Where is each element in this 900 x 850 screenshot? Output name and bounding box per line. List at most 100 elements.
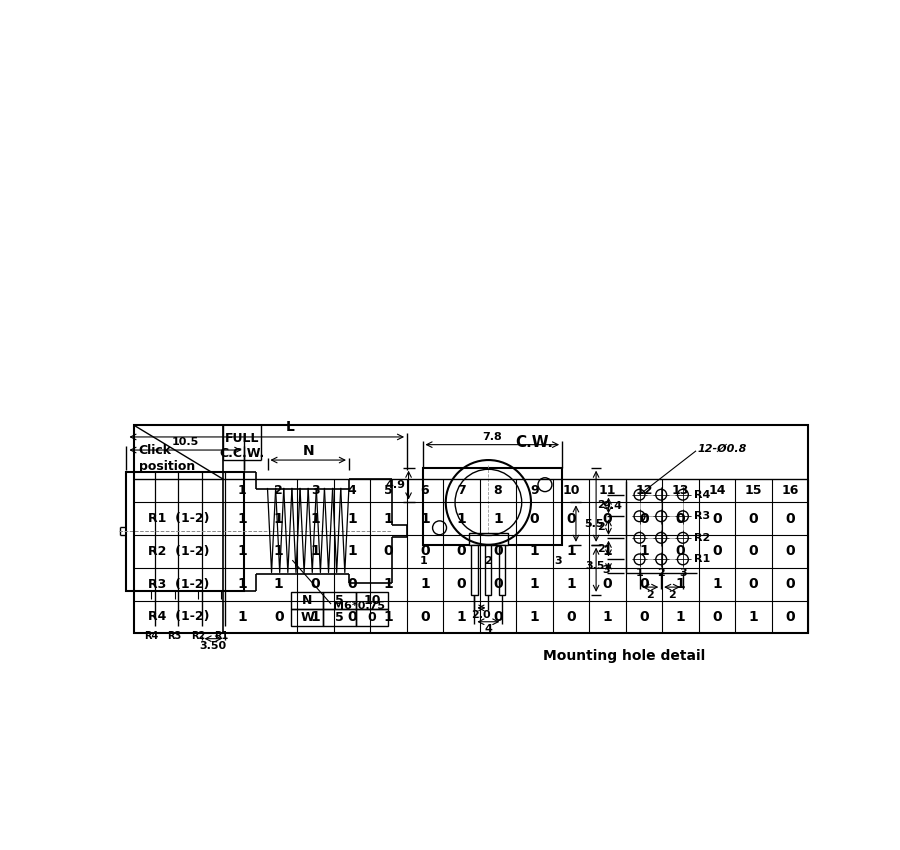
Text: 14: 14 (708, 484, 726, 497)
Text: 6: 6 (420, 484, 429, 497)
Text: 1: 1 (712, 577, 722, 592)
Text: 15: 15 (745, 484, 762, 497)
Text: 2.0: 2.0 (472, 610, 491, 620)
Text: 2: 2 (597, 544, 605, 553)
Text: 2: 2 (597, 522, 605, 532)
Text: 1: 1 (274, 577, 284, 592)
Text: 0: 0 (749, 512, 759, 526)
Text: R3  (1-2): R3 (1-2) (148, 578, 210, 591)
Text: W: W (300, 610, 314, 624)
Text: 1: 1 (456, 610, 466, 624)
Text: R2  (1-2): R2 (1-2) (148, 545, 210, 558)
Text: 10.5: 10.5 (172, 437, 199, 447)
Text: FULL
C.C.W.: FULL C.C.W. (220, 432, 265, 460)
Text: N: N (302, 593, 312, 607)
Bar (323, 609, 356, 626)
Text: 0: 0 (603, 577, 612, 592)
Text: 11: 11 (598, 484, 616, 497)
Text: 3: 3 (602, 564, 610, 575)
Text: 0: 0 (493, 577, 503, 592)
Text: 0: 0 (786, 512, 795, 526)
Text: 0: 0 (603, 512, 612, 526)
Text: 1: 1 (347, 512, 356, 526)
Bar (356, 592, 389, 609)
Text: 10: 10 (562, 484, 580, 497)
Text: 1: 1 (529, 610, 539, 624)
Text: M6*0.75: M6*0.75 (333, 601, 385, 611)
Text: 12-Ø0.8: 12-Ø0.8 (698, 444, 747, 454)
Text: 0: 0 (712, 610, 722, 624)
Bar (356, 609, 389, 626)
Text: R3: R3 (167, 631, 182, 641)
Text: 1: 1 (274, 512, 284, 526)
Text: 1: 1 (237, 610, 247, 624)
Bar (291, 609, 323, 626)
Text: 2: 2 (668, 590, 676, 600)
Text: 0: 0 (530, 512, 539, 526)
Text: 0: 0 (493, 545, 503, 558)
Text: 1: 1 (456, 512, 466, 526)
Text: 0: 0 (786, 610, 795, 624)
Text: 3: 3 (311, 484, 320, 497)
Text: 2: 2 (484, 556, 492, 566)
Text: 0: 0 (368, 610, 376, 624)
Text: R4  (1-2): R4 (1-2) (148, 610, 210, 623)
Text: 2: 2 (657, 569, 665, 578)
Text: 8: 8 (493, 484, 502, 497)
Text: 0: 0 (749, 577, 759, 592)
Text: 0: 0 (676, 512, 686, 526)
Text: 1: 1 (237, 545, 247, 558)
Bar (134, 425, 808, 633)
Text: 4: 4 (484, 624, 492, 634)
Text: 1: 1 (383, 610, 393, 624)
Text: R4: R4 (144, 631, 158, 641)
Text: 4: 4 (347, 484, 356, 497)
Text: L: L (285, 420, 294, 434)
Text: 1: 1 (383, 512, 393, 526)
Text: 0: 0 (786, 577, 795, 592)
Text: 3: 3 (554, 556, 562, 566)
Text: 1: 1 (237, 577, 247, 592)
Bar (469, 533, 508, 545)
Text: R2: R2 (191, 631, 205, 641)
Text: 3: 3 (680, 569, 687, 578)
Bar (291, 592, 323, 609)
Text: 0: 0 (420, 545, 429, 558)
Text: 1: 1 (566, 545, 576, 558)
Text: 16: 16 (781, 484, 799, 497)
Text: 1: 1 (603, 610, 612, 624)
Text: 1: 1 (310, 610, 320, 624)
Text: N: N (302, 444, 314, 458)
Text: 0: 0 (383, 545, 393, 558)
Text: 1: 1 (676, 577, 686, 592)
Text: 0: 0 (712, 512, 722, 526)
Text: 4.9: 4.9 (385, 480, 405, 490)
Text: 1: 1 (749, 610, 759, 624)
Text: 1: 1 (310, 545, 320, 558)
Bar (126, 472, 244, 591)
Text: 12: 12 (635, 484, 652, 497)
Text: 0: 0 (310, 577, 320, 592)
Text: 1: 1 (529, 545, 539, 558)
Text: 9.4: 9.4 (602, 502, 622, 511)
Text: 0: 0 (566, 610, 576, 624)
Text: 0: 0 (786, 545, 795, 558)
Text: Click
position: Click position (139, 445, 195, 473)
Text: 1: 1 (420, 556, 427, 566)
Text: R1: R1 (214, 631, 228, 641)
Text: 5: 5 (335, 610, 344, 624)
Text: 1: 1 (420, 512, 430, 526)
Text: 0: 0 (639, 577, 649, 592)
Text: R1  (1-2): R1 (1-2) (148, 513, 210, 525)
Text: Mounting hole detail: Mounting hole detail (543, 649, 705, 663)
Text: 1: 1 (420, 577, 430, 592)
Text: 0: 0 (676, 545, 686, 558)
Text: 1: 1 (274, 545, 284, 558)
Text: R2: R2 (694, 533, 710, 543)
Text: 5.5: 5.5 (584, 518, 603, 529)
Text: 3.50: 3.50 (200, 641, 227, 651)
Text: 1: 1 (529, 577, 539, 592)
Text: 1: 1 (310, 512, 320, 526)
Text: 0: 0 (749, 545, 759, 558)
Text: 7: 7 (457, 484, 466, 497)
